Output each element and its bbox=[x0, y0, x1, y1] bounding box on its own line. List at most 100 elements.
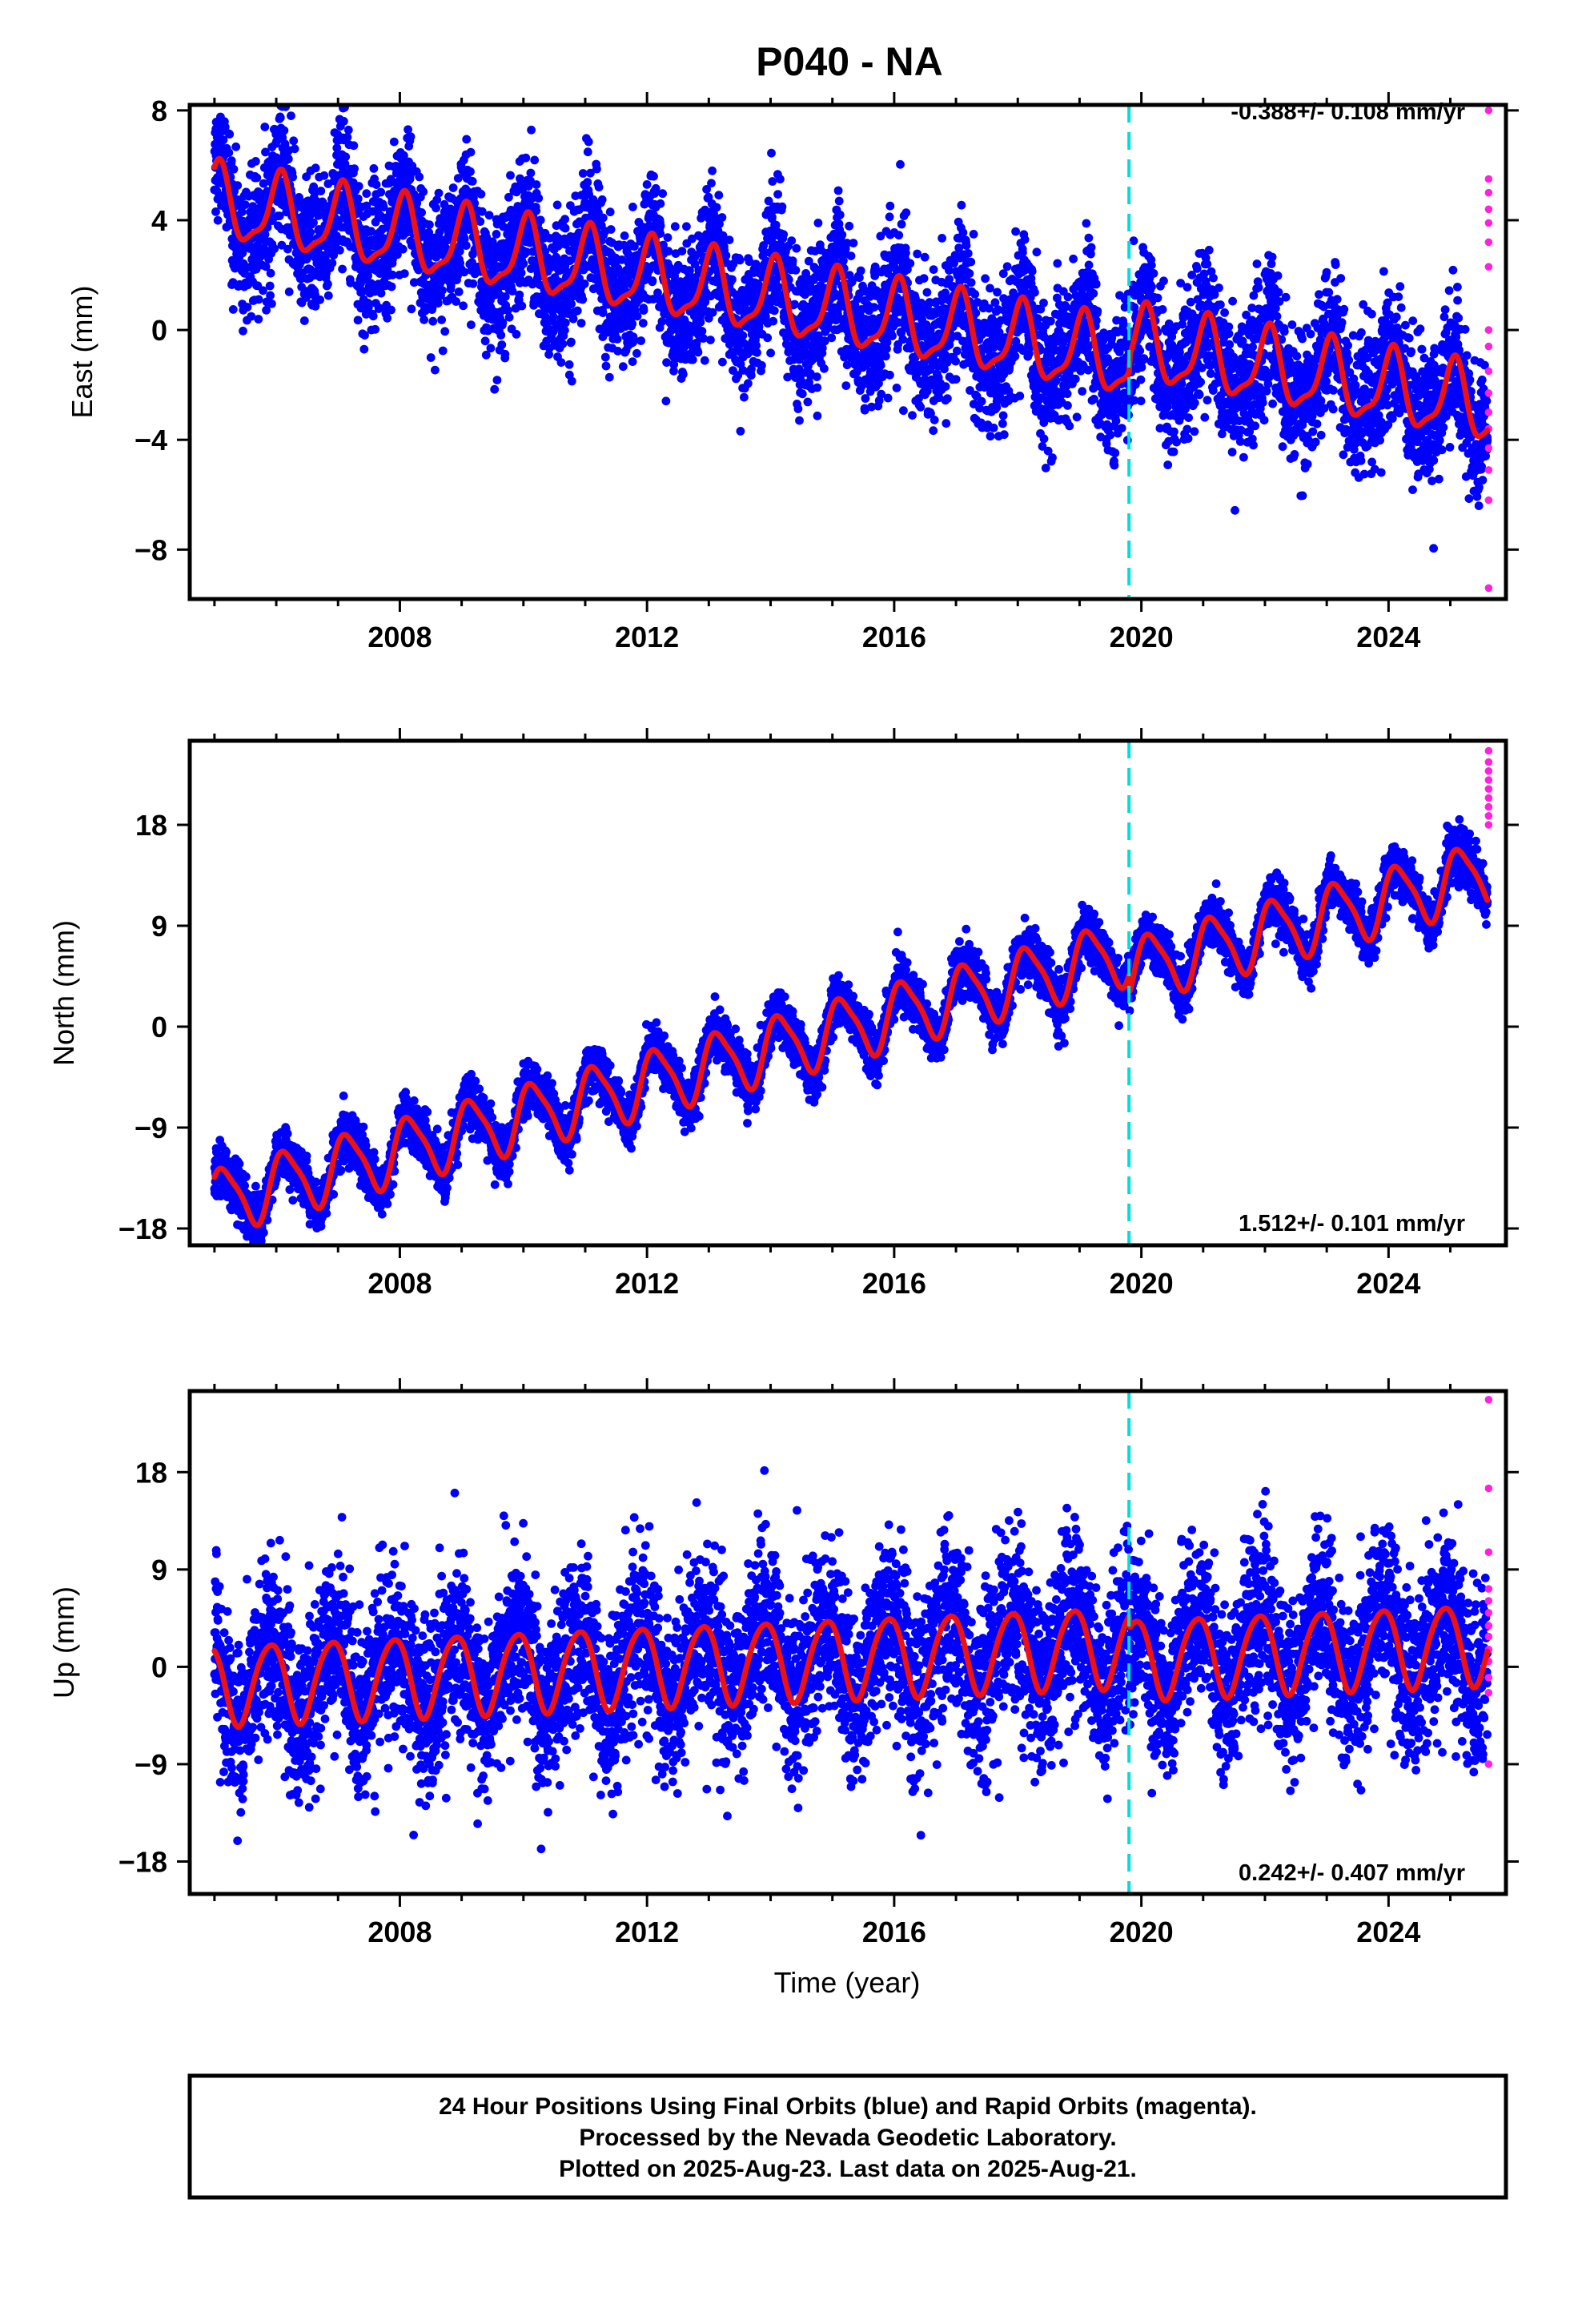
final-orbit-point bbox=[492, 230, 501, 239]
final-orbit-point bbox=[376, 288, 386, 298]
final-orbit-point bbox=[693, 348, 703, 357]
final-orbit-point bbox=[428, 303, 437, 312]
final-orbit-point bbox=[387, 282, 396, 292]
final-orbit-point bbox=[951, 375, 961, 384]
final-orbit-point bbox=[254, 295, 263, 304]
final-orbit-point bbox=[391, 235, 401, 243]
final-orbit-point bbox=[795, 416, 804, 425]
final-orbit-point bbox=[966, 257, 976, 267]
final-orbit-point bbox=[343, 132, 352, 142]
final-orbit-point bbox=[527, 125, 536, 135]
final-orbit-point bbox=[363, 303, 373, 312]
final-orbit-point bbox=[1010, 352, 1020, 361]
final-orbit-point bbox=[1091, 279, 1101, 289]
final-orbit-point bbox=[534, 194, 544, 203]
final-orbit-point bbox=[604, 372, 614, 382]
final-orbit-point bbox=[941, 382, 950, 391]
final-orbit-point bbox=[1034, 314, 1042, 324]
final-orbit-point bbox=[306, 228, 315, 237]
final-orbit-point bbox=[963, 249, 973, 258]
final-orbit-point bbox=[434, 188, 444, 198]
final-orbit-point bbox=[605, 207, 615, 217]
final-orbit-point bbox=[761, 312, 770, 321]
final-orbit-point bbox=[261, 262, 271, 271]
final-orbit-point bbox=[353, 194, 363, 203]
final-orbit-point bbox=[600, 352, 610, 362]
final-orbit-point bbox=[651, 183, 661, 193]
final-orbit-point bbox=[737, 286, 747, 295]
final-orbit-point bbox=[503, 306, 512, 315]
final-orbit-point bbox=[460, 267, 469, 277]
final-orbit-point bbox=[506, 171, 515, 180]
final-orbit-point bbox=[431, 365, 440, 375]
final-orbit-point bbox=[965, 269, 974, 278]
final-orbit-point bbox=[363, 271, 372, 280]
final-orbit-point bbox=[512, 330, 521, 339]
final-orbit-point bbox=[481, 350, 491, 360]
final-orbit-point bbox=[361, 310, 371, 319]
final-orbit-point bbox=[224, 148, 234, 158]
final-orbit-point bbox=[287, 111, 295, 121]
final-orbit-point bbox=[289, 136, 299, 146]
final-orbit-point bbox=[453, 271, 462, 280]
final-orbit-point bbox=[262, 305, 271, 315]
final-orbit-point bbox=[497, 340, 507, 349]
final-orbit-point bbox=[813, 411, 822, 420]
final-orbit-point bbox=[1020, 235, 1030, 244]
final-orbit-point bbox=[330, 223, 339, 233]
final-orbit-point bbox=[400, 151, 408, 160]
final-orbit-point bbox=[888, 332, 897, 340]
final-orbit-point bbox=[265, 281, 275, 291]
final-orbit-point bbox=[227, 156, 236, 166]
final-orbit-point bbox=[951, 356, 960, 366]
final-orbit-point bbox=[383, 313, 392, 323]
final-orbit-point bbox=[869, 303, 879, 312]
final-orbit-point bbox=[706, 336, 715, 344]
final-orbit-point bbox=[834, 196, 844, 206]
final-orbit-point bbox=[407, 304, 416, 314]
final-orbit-point bbox=[428, 316, 438, 326]
final-orbit-point bbox=[560, 223, 570, 233]
final-orbit-point bbox=[628, 203, 637, 211]
final-orbit-point bbox=[783, 372, 793, 382]
final-orbit-point bbox=[777, 202, 787, 211]
final-orbit-point bbox=[813, 383, 822, 392]
final-orbit-point bbox=[1032, 247, 1042, 257]
final-orbit-point bbox=[1002, 262, 1012, 271]
final-orbit-point bbox=[977, 396, 986, 406]
final-orbit-point bbox=[498, 318, 508, 328]
final-orbit-point bbox=[1086, 243, 1096, 252]
final-orbit-point bbox=[905, 259, 915, 268]
final-orbit-point bbox=[219, 135, 228, 145]
final-orbit-point bbox=[459, 301, 468, 311]
final-orbit-point bbox=[452, 297, 460, 306]
final-orbit-point bbox=[220, 123, 230, 132]
final-orbit-point bbox=[484, 211, 494, 220]
final-orbit-point bbox=[353, 316, 363, 325]
final-orbit-point bbox=[508, 287, 517, 296]
final-orbit-point bbox=[515, 290, 524, 300]
final-orbit-point bbox=[544, 350, 553, 359]
final-orbit-point bbox=[476, 217, 485, 226]
final-orbit-point bbox=[468, 279, 478, 288]
final-orbit-point bbox=[827, 333, 837, 343]
final-orbit-point bbox=[740, 392, 749, 402]
final-orbit-point bbox=[841, 381, 851, 390]
final-orbit-point bbox=[266, 268, 275, 278]
final-orbit-point bbox=[692, 338, 701, 348]
final-orbit-point bbox=[612, 335, 622, 344]
final-orbit-point bbox=[966, 278, 976, 287]
final-orbit-point bbox=[564, 360, 574, 369]
final-orbit-point bbox=[981, 274, 990, 283]
final-orbit-point bbox=[728, 275, 737, 284]
final-orbit-point bbox=[572, 306, 582, 316]
final-orbit-point bbox=[897, 219, 906, 229]
final-orbit-point bbox=[349, 141, 359, 151]
final-orbit-point bbox=[319, 171, 329, 180]
final-orbit-point bbox=[460, 235, 469, 243]
final-orbit-point bbox=[419, 187, 428, 196]
final-orbit-point bbox=[260, 123, 270, 131]
final-orbit-point bbox=[661, 396, 671, 406]
final-orbit-point bbox=[316, 187, 326, 195]
